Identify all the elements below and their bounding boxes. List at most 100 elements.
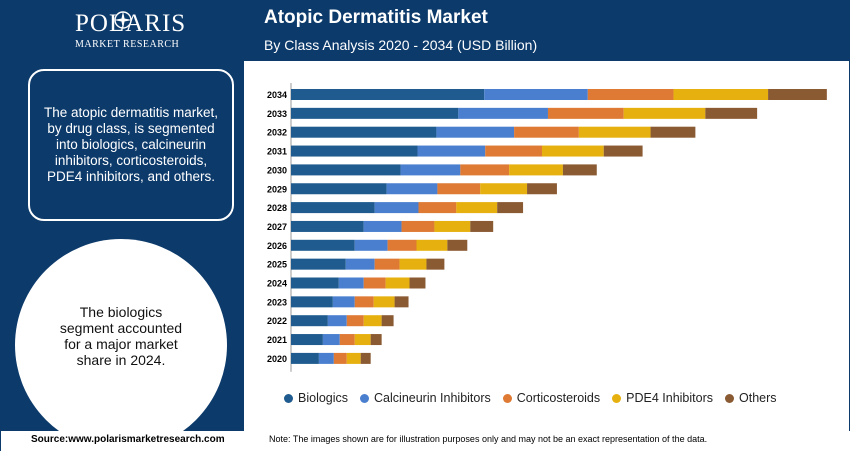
bar-segment	[480, 183, 528, 195]
bar-segment	[354, 334, 371, 346]
bar-segment	[333, 352, 347, 364]
bar-segment	[436, 126, 515, 138]
bar-segment	[373, 296, 395, 308]
bar-segment	[673, 89, 769, 100]
bar-segment	[339, 334, 355, 346]
y-tick-label: 2032	[267, 128, 287, 138]
y-tick-label: 2034	[267, 90, 287, 100]
stacked-bar-chart: 2034 2033 2032 2031 2030 2029 2028 2027 2026 2025…	[267, 83, 827, 372]
legend-label: Biologics	[298, 391, 349, 405]
y-tick-label: 2025	[267, 260, 287, 270]
bar-segment	[587, 89, 674, 100]
description-text: The atopic dermatitis market, by drug cl…	[43, 105, 219, 184]
legend-item: Others	[725, 391, 777, 405]
bar-segment	[460, 164, 510, 176]
bar-segment	[527, 183, 557, 195]
y-tick-label: 2027	[267, 222, 287, 232]
bar-segment	[562, 164, 597, 176]
bar-segment	[363, 315, 382, 327]
y-tick-label: 2029	[267, 184, 287, 194]
bar-segment	[291, 145, 418, 157]
bar-segment	[291, 277, 339, 289]
bar-segment	[458, 107, 548, 119]
bar-segment	[578, 126, 651, 138]
legend-dot-icon	[502, 393, 512, 403]
y-tick-label: 2026	[267, 241, 287, 251]
bar-segment	[386, 183, 438, 195]
bar-segment	[623, 107, 706, 119]
bar-segment	[497, 202, 524, 214]
bar-segment	[291, 107, 459, 119]
compass-star-icon	[114, 11, 132, 29]
bar-segment	[394, 296, 409, 308]
bar-segment	[374, 202, 419, 214]
bar-segment	[291, 352, 319, 364]
legend-dot-icon	[360, 393, 370, 403]
y-tick-label: 2033	[267, 109, 287, 119]
bar-segment	[374, 258, 400, 270]
bar-segment	[400, 164, 461, 176]
legend-item: Biologics	[284, 391, 348, 405]
bar-segment	[418, 202, 457, 214]
y-tick-label: 2020	[267, 354, 287, 364]
legend-item: Corticosteroids	[502, 391, 600, 405]
brand-tagline: MARKET RESEARCH	[75, 39, 180, 50]
bar-segment	[370, 334, 382, 346]
bar-segment	[401, 220, 435, 232]
bar-segment	[363, 277, 386, 289]
bar-segment	[416, 239, 448, 251]
bar-segment	[291, 334, 323, 346]
bar-segment	[417, 145, 486, 157]
bar-segment	[650, 126, 696, 138]
bar-segment	[291, 89, 485, 100]
legend-dot-icon	[612, 393, 622, 403]
bar-segment	[345, 258, 375, 270]
sidebar-panel: POLARIS MARKET RESEARCH The atopic derma…	[1, 1, 244, 431]
bar-segment	[291, 258, 346, 270]
bar-segment	[547, 107, 624, 119]
y-tick-label: 2028	[267, 203, 287, 213]
bar-segment	[705, 107, 758, 119]
bar-segment	[485, 145, 542, 157]
y-tick-label: 2030	[267, 165, 287, 175]
bar-segment	[385, 277, 410, 289]
bar-segment	[291, 164, 401, 176]
bar-segment	[381, 315, 394, 327]
legend-label: PDE4 Inhibitors	[626, 391, 713, 405]
chart-legend: Biologics Calcineurin Inhibitors Corticost…	[284, 391, 777, 405]
bar-segment	[291, 126, 437, 138]
bar-segment	[291, 220, 364, 232]
chart-title: Atopic Dermatitis Market	[264, 7, 488, 28]
bar-segment	[291, 202, 375, 214]
bar-segment	[447, 239, 468, 251]
bar-segment	[291, 183, 387, 195]
header-bar	[244, 1, 850, 61]
bar-segment	[426, 258, 445, 270]
bar-segment	[318, 352, 334, 364]
legend-dot-icon	[284, 393, 293, 403]
bar-segment	[291, 296, 333, 308]
bar-segment	[332, 296, 355, 308]
bar-segment	[514, 126, 579, 138]
legend-dot-icon	[725, 393, 734, 403]
bar-segment	[387, 239, 417, 251]
bar-segment	[327, 315, 347, 327]
chart-subtitle: By Class Analysis 2020 - 2034 (USD Billi…	[264, 37, 538, 53]
source-text: Source:www.polarismarketresearch.com	[31, 434, 225, 445]
highlight-text: The biologics segment accounted for a ma…	[59, 304, 183, 368]
bar-segment	[291, 239, 355, 251]
y-tick-label: 2022	[267, 316, 287, 326]
description-box: The atopic dermatitis market, by drug cl…	[28, 69, 234, 221]
footer-bar	[1, 431, 850, 452]
bar-segment	[409, 277, 426, 289]
bar-segment	[456, 202, 498, 214]
y-tick-label: 2024	[267, 279, 287, 289]
bar-segment	[360, 352, 371, 364]
y-tick-label: 2021	[267, 335, 287, 345]
bar-segment	[603, 145, 643, 157]
bar-segment	[484, 89, 588, 100]
legend-item: PDE4 Inhibitors	[612, 391, 713, 405]
bar-segment	[509, 164, 563, 176]
legend-label: Others	[739, 391, 777, 405]
bar-segment	[291, 315, 328, 327]
